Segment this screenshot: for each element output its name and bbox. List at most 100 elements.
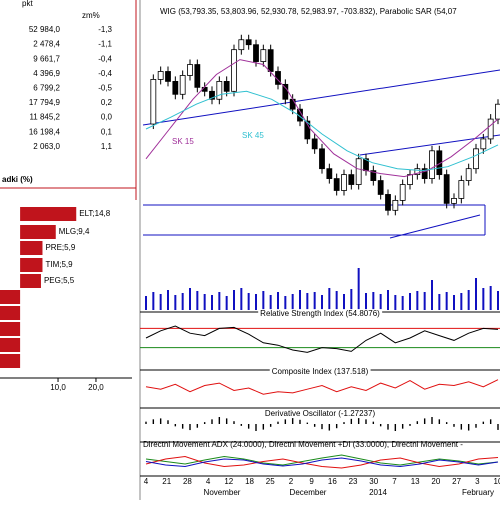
- osc-bar: [197, 424, 198, 428]
- cell: 11 845,2: [29, 113, 60, 122]
- x-tick-label: 16: [328, 477, 337, 486]
- composite-line: [146, 380, 498, 395]
- x-tick-label: 20,0: [88, 383, 104, 392]
- osc-bar: [439, 419, 440, 424]
- rsi-line: [146, 326, 498, 352]
- cell: -1,3: [98, 25, 112, 34]
- volume-bar: [167, 290, 169, 310]
- bar: [20, 274, 41, 288]
- x-tick-label: 10,0: [50, 383, 66, 392]
- cell: -1,1: [98, 40, 112, 49]
- osc-bar: [395, 424, 396, 431]
- candle: [452, 198, 457, 203]
- candle: [158, 71, 163, 79]
- x-tick-label: 27: [452, 477, 461, 486]
- cell: 4 396,9: [33, 69, 60, 78]
- cell: 52 984,0: [29, 25, 61, 34]
- candle: [268, 50, 273, 72]
- x-tick-label: 30: [369, 477, 378, 486]
- cell: -0,4: [98, 69, 112, 78]
- volume-bar: [497, 291, 499, 310]
- volume-bar: [196, 291, 198, 310]
- candle: [393, 200, 398, 210]
- volume-bar: [189, 288, 191, 310]
- osc-bar: [307, 423, 308, 424]
- candle: [444, 175, 449, 204]
- x-tick-label: 20: [431, 477, 440, 486]
- osc-bar: [424, 418, 425, 424]
- volume-bar: [211, 295, 213, 310]
- cell: 0,0: [101, 113, 113, 122]
- volume-bar: [204, 294, 206, 310]
- bar-label: PRE;5,9: [45, 243, 75, 252]
- candle: [261, 50, 266, 62]
- volume-bar: [328, 288, 330, 310]
- volume-bar: [292, 294, 294, 310]
- volume-bar: [240, 288, 242, 310]
- cell: 1,1: [101, 142, 113, 151]
- bar: [20, 241, 42, 255]
- osc-bar: [219, 417, 220, 424]
- bar: [20, 258, 42, 272]
- panel-title: Derivative Oscillator (-1.27237): [265, 409, 376, 418]
- volume-bar: [453, 295, 455, 310]
- cell: 0,2: [101, 98, 113, 107]
- candle: [349, 175, 354, 185]
- candle: [496, 104, 500, 119]
- volume-bar: [174, 295, 176, 310]
- candle: [356, 159, 361, 185]
- volume-bar: [380, 294, 382, 310]
- volume-bar: [394, 295, 396, 310]
- month-label: February: [462, 488, 494, 497]
- osc-bar: [483, 422, 484, 424]
- header: zm%: [82, 11, 100, 20]
- candle: [246, 40, 251, 45]
- osc-bar: [160, 418, 161, 424]
- volume-bar: [468, 290, 470, 310]
- cell: 0,1: [101, 127, 113, 136]
- osc-bar: [285, 419, 286, 424]
- bar-label: MLG;9,4: [59, 227, 90, 236]
- osc-bar: [373, 422, 374, 424]
- bar: [0, 354, 20, 368]
- volume-bar: [402, 296, 404, 310]
- bar: [0, 338, 20, 352]
- candle: [166, 71, 171, 81]
- osc-bar: [182, 424, 183, 429]
- volume-bar: [387, 290, 389, 310]
- osc-bar: [336, 424, 337, 428]
- annotation: SK 15: [172, 137, 194, 146]
- candle: [342, 175, 347, 191]
- osc-bar: [175, 424, 176, 426]
- cell: 16 198,4: [29, 127, 61, 136]
- cell: 17 794,9: [29, 98, 61, 107]
- volume-bar: [438, 294, 440, 310]
- osc-bar: [453, 424, 454, 427]
- candle: [151, 79, 156, 124]
- panel-title: Directnl Movement ADX (24.0000), Directn…: [143, 440, 463, 449]
- osc-bar: [380, 424, 381, 426]
- osc-bar: [314, 424, 315, 427]
- cell: 2 478,4: [33, 40, 60, 49]
- osc-bar: [204, 422, 205, 424]
- x-tick-label: 23: [349, 477, 358, 486]
- osc-bar: [233, 421, 234, 424]
- x-tick-label: 2: [289, 477, 294, 486]
- x-tick-label: 21: [162, 477, 171, 486]
- volume-bar: [336, 291, 338, 310]
- volume-bar: [431, 280, 433, 310]
- candle: [327, 169, 332, 179]
- osc-bar: [167, 420, 168, 424]
- candle: [173, 81, 178, 94]
- volume-bar: [372, 292, 374, 310]
- volume-bar: [482, 288, 484, 310]
- candle: [488, 119, 493, 139]
- osc-bar: [343, 422, 344, 424]
- candle: [239, 40, 244, 50]
- osc-bar: [358, 417, 359, 424]
- volume-bar: [409, 293, 411, 310]
- volume-bar: [446, 292, 448, 310]
- osc-bar: [461, 424, 462, 430]
